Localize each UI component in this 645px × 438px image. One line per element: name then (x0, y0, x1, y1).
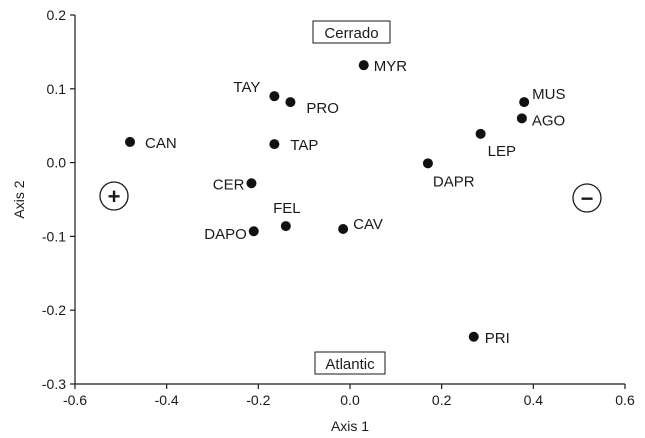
x-tick-label: -0.4 (155, 392, 179, 408)
x-tick-label: 0.4 (524, 392, 544, 408)
point-mus (519, 97, 530, 108)
point-label-lep: LEP (488, 143, 516, 160)
point-label-dapo: DAPO (204, 226, 247, 243)
point-label-cav: CAV (353, 216, 383, 233)
point-myr (358, 60, 369, 71)
point-cav (338, 224, 349, 235)
point-can (125, 136, 135, 147)
x-tick-label: 0.6 (615, 392, 635, 408)
data-points: MYR TAY PRO CAN TAP CER FEL DAPO CAV MUS AGO LEP DAP… (125, 58, 566, 347)
point-lep (475, 128, 486, 139)
x-tick-label: -0.6 (63, 392, 87, 408)
point-tap (269, 139, 280, 150)
y-tick-label: -0.1 (42, 228, 66, 244)
point-dapo (248, 226, 259, 237)
point-label-mus: MUS (532, 86, 565, 103)
y-tick-label: -0.3 (42, 376, 66, 392)
y-tick-label: -0.2 (42, 302, 66, 318)
x-tick-label: 0.0 (340, 392, 360, 408)
atlantic-box (314, 351, 386, 375)
point-label-cer: CER (213, 176, 245, 193)
minus-sign: − (581, 186, 594, 211)
point-label-fel: FEL (273, 200, 301, 217)
point-label-can: CAN (145, 135, 177, 152)
cerrado-label: Cerrado (324, 25, 378, 42)
point-label-pro: PRO (306, 100, 339, 117)
point-label-tap: TAP (290, 137, 318, 154)
cerrado-box (312, 20, 391, 44)
point-dapr (422, 158, 433, 169)
x-axis-title: Axis 1 (331, 418, 369, 434)
point-tay (269, 91, 280, 102)
plot-frame (74, 15, 625, 385)
y-tick-label: 0.1 (47, 81, 67, 97)
x-tick-label: -0.2 (246, 392, 270, 408)
y-tick-label: 0.2 (47, 7, 67, 23)
point-label-myr: MYR (374, 58, 408, 75)
minus-circle-icon (572, 183, 602, 213)
point-cer (246, 178, 257, 189)
point-label-tay: TAY (233, 79, 260, 96)
point-ago (516, 113, 527, 124)
plus-sign: + (108, 184, 121, 209)
y-axis-title: Axis 2 (11, 180, 27, 218)
axis-ticks: -0.6 -0.4 -0.2 0.0 0.2 0.4 0.6 -0.3 -0.2 -0.1 0.0 0… (42, 7, 635, 408)
plus-circle-icon (99, 181, 129, 211)
point-label-pri: PRI (485, 330, 510, 347)
point-fel (280, 221, 291, 232)
x-tick-label: 0.2 (432, 392, 452, 408)
y-tick-label: 0.0 (47, 155, 67, 171)
point-pri (468, 331, 479, 342)
point-pro (285, 97, 296, 108)
point-label-ago: AGO (532, 112, 565, 129)
point-label-dapr: DAPR (433, 173, 475, 190)
region-annotations: Cerrado Atlantic + − (99, 20, 602, 375)
atlantic-label: Atlantic (325, 356, 375, 373)
